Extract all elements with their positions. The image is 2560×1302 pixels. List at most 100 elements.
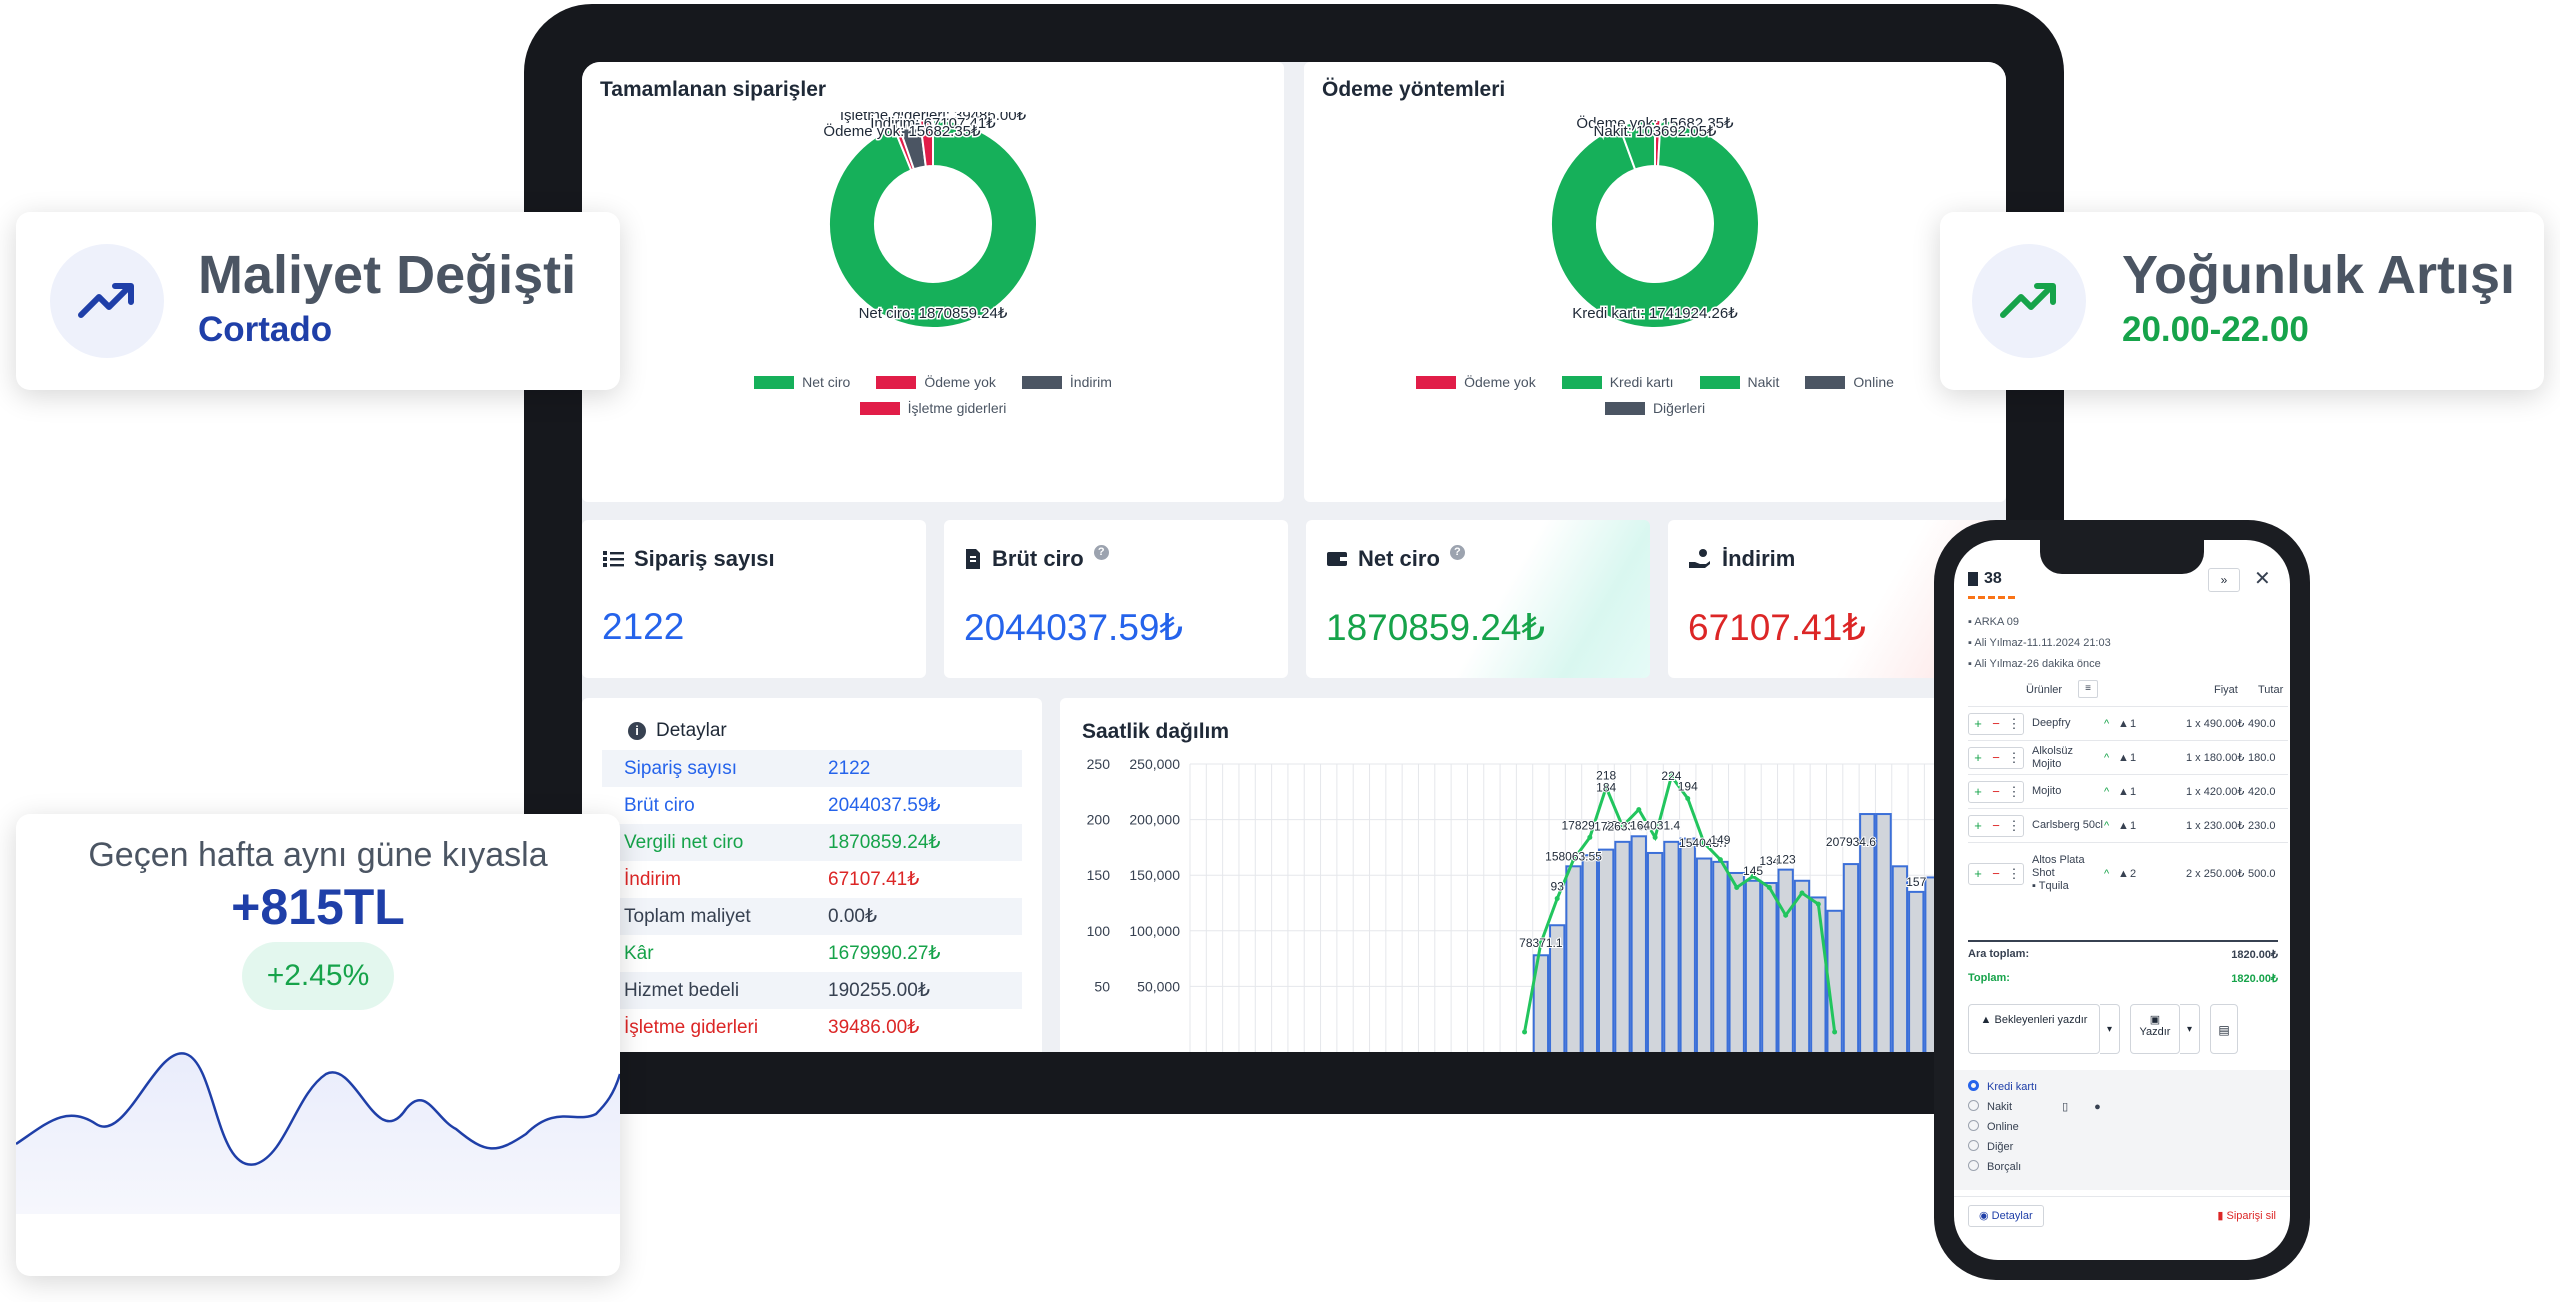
chevron-up-icon[interactable]: ^ xyxy=(2104,867,2110,880)
document-button[interactable]: ▤ xyxy=(2210,1004,2238,1054)
chevron-up-icon[interactable]: ^ xyxy=(2104,717,2110,730)
line-point[interactable] xyxy=(1734,884,1740,890)
quantity-stepper[interactable]: + − ⋮ xyxy=(1968,814,2024,837)
bar[interactable] xyxy=(1614,840,1631,1052)
donut-slice[interactable] xyxy=(1550,119,1760,329)
donut-slice[interactable] xyxy=(918,118,934,168)
quantity-stepper[interactable]: + − ⋮ xyxy=(1968,746,2024,769)
more-icon[interactable]: ⋮ xyxy=(2007,865,2021,881)
minus-icon[interactable]: − xyxy=(1992,784,2000,799)
line-point[interactable] xyxy=(1685,795,1691,801)
bar[interactable] xyxy=(1761,881,1778,1052)
print-waiting-button[interactable]: ▲ Bekleyenleri yazdır xyxy=(1968,1004,2100,1054)
bar[interactable] xyxy=(1549,924,1566,1052)
details-button[interactable]: ◉ Detaylar xyxy=(1968,1205,2044,1227)
bar[interactable] xyxy=(1744,879,1762,1052)
radio-button[interactable] xyxy=(1968,1100,1979,1111)
legend-item[interactable]: Nakit xyxy=(1699,374,1779,390)
plus-icon[interactable]: + xyxy=(1974,866,1982,881)
plus-icon[interactable]: + xyxy=(1974,784,1982,799)
bar[interactable] xyxy=(1695,857,1713,1052)
order-item-row[interactable]: + − ⋮ Altos Plata Shot ▪ Tquila ^ ▲ 2 2 x 250.00… xyxy=(1968,842,2288,904)
order-item-row[interactable]: + − ⋮ Alkolsüz Mojito ^ ▲ 1 1 x 180.00₺ 180.0 xyxy=(1968,740,2288,774)
collapse-button[interactable]: » xyxy=(2208,568,2240,592)
plus-icon[interactable]: + xyxy=(1974,750,1982,765)
donut-slice[interactable] xyxy=(828,118,1038,329)
bar[interactable] xyxy=(1859,813,1876,1052)
legend-item[interactable]: Ödeme yok xyxy=(1416,374,1536,390)
quantity-stepper[interactable]: + − ⋮ xyxy=(1968,780,2024,803)
line-point[interactable] xyxy=(1652,834,1658,840)
radio-button[interactable] xyxy=(1968,1120,1979,1131)
minus-icon[interactable]: − xyxy=(1992,818,2000,833)
line-point[interactable] xyxy=(1587,834,1593,840)
bar[interactable] xyxy=(1712,860,1729,1052)
plus-icon[interactable]: + xyxy=(1974,716,1982,731)
radio-button[interactable] xyxy=(1968,1160,1979,1171)
bar[interactable] xyxy=(1565,865,1582,1052)
bar[interactable] xyxy=(1679,837,1696,1052)
legend-item[interactable]: Kredi kartı xyxy=(1561,374,1674,390)
density-increase-card[interactable]: Yoğunluk Artışı 20.00-22.00 xyxy=(1940,212,2544,390)
minus-icon[interactable]: − xyxy=(1992,750,2000,765)
line-point[interactable] xyxy=(1522,1029,1528,1035)
print-button[interactable]: ▣ Yazdır xyxy=(2130,1004,2180,1054)
minus-icon[interactable]: − xyxy=(1992,716,2000,731)
donut-slice[interactable] xyxy=(1618,118,1656,171)
help-icon[interactable]: ? xyxy=(1093,544,1109,560)
plus-icon[interactable]: + xyxy=(1974,818,1982,833)
payment-option[interactable]: Nakit ▯ ● xyxy=(1968,1100,2278,1120)
order-item-row[interactable]: + − ⋮ Deepfry ^ ▲ 1 1 x 490.00₺ 490.0 xyxy=(1968,706,2288,740)
delete-order-button[interactable]: ▮ Siparişi sil xyxy=(2217,1205,2276,1227)
bar[interactable] xyxy=(1891,865,1909,1052)
line-point[interactable] xyxy=(1766,884,1772,890)
close-icon[interactable]: ✕ xyxy=(2254,568,2271,590)
quantity-stepper[interactable]: + − ⋮ xyxy=(1968,712,2024,735)
line-point[interactable] xyxy=(1571,857,1577,863)
order-item-row[interactable]: + − ⋮ Carlsberg 50cl ^ ▲ 1 1 x 230.00₺ 230.0 xyxy=(1968,808,2288,842)
bar[interactable] xyxy=(1728,871,1745,1052)
chevron-up-icon[interactable]: ^ xyxy=(2104,751,2110,764)
completed-orders-donut[interactable]: İşletme giderleri: 39486.00₺İndirim: 671… xyxy=(582,112,1284,412)
line-point[interactable] xyxy=(1538,940,1544,946)
calculator-icon[interactable]: ▯ xyxy=(2062,1101,2069,1113)
payment-option[interactable]: Diğer xyxy=(1968,1140,2278,1160)
week-comparison-card[interactable]: Geçen hafta aynı güne kıyasla +815TL +2.… xyxy=(16,814,620,1276)
legend-item[interactable]: İndirim xyxy=(1021,374,1112,390)
order-item-row[interactable]: + − ⋮ Mojito ^ ▲ 1 1 x 420.00₺ 420.0 xyxy=(1968,774,2288,808)
payment-methods-donut[interactable]: Ödeme yok: 15682.35₺Nakit: 103692.05₺ Kre… xyxy=(1304,112,2006,412)
stack-icon[interactable]: ≡ xyxy=(2078,680,2098,698)
minus-icon[interactable]: − xyxy=(1992,866,2000,881)
bar[interactable] xyxy=(1810,896,1827,1052)
print-dropdown[interactable]: ▾ xyxy=(2180,1004,2200,1054)
more-icon[interactable]: ⋮ xyxy=(2007,783,2021,799)
legend-item[interactable]: Diğerleri xyxy=(1604,400,1705,416)
bar[interactable] xyxy=(1598,848,1615,1052)
line-point[interactable] xyxy=(1668,773,1674,779)
more-icon[interactable]: ⋮ xyxy=(2007,715,2021,731)
quantity-stepper[interactable]: + − ⋮ xyxy=(1968,862,2024,885)
bar[interactable] xyxy=(1646,851,1664,1052)
print-waiting-dropdown[interactable]: ▾ xyxy=(2100,1004,2120,1054)
radio-button[interactable] xyxy=(1968,1140,1979,1151)
line-point[interactable] xyxy=(1701,840,1707,846)
chevron-up-icon[interactable]: ^ xyxy=(2104,819,2110,832)
payment-option[interactable]: Kredi kartı xyxy=(1968,1080,2278,1100)
hourly-bar-chart[interactable]: 50 50,000 100 100,000 150 150,000 200 200,000 25… xyxy=(1060,758,2006,1052)
line-point[interactable] xyxy=(1750,873,1756,879)
bar[interactable] xyxy=(1581,854,1598,1052)
line-point[interactable] xyxy=(1636,807,1642,813)
bar[interactable] xyxy=(1532,954,1550,1052)
payment-option[interactable]: Borçalı xyxy=(1968,1160,2278,1180)
more-icon[interactable]: ⋮ xyxy=(2007,817,2021,833)
bar[interactable] xyxy=(1663,840,1680,1052)
chevron-up-icon[interactable]: ^ xyxy=(2104,785,2110,798)
line-point[interactable] xyxy=(1717,857,1723,863)
bar[interactable] xyxy=(1793,879,1811,1052)
bar[interactable] xyxy=(1777,868,1794,1052)
help-icon[interactable]: ? xyxy=(1449,544,1465,560)
payment-option[interactable]: Online xyxy=(1968,1120,2278,1140)
chat-icon[interactable]: ● xyxy=(2094,1101,2101,1113)
line-point[interactable] xyxy=(1832,1029,1838,1035)
bar[interactable] xyxy=(1842,863,1860,1052)
